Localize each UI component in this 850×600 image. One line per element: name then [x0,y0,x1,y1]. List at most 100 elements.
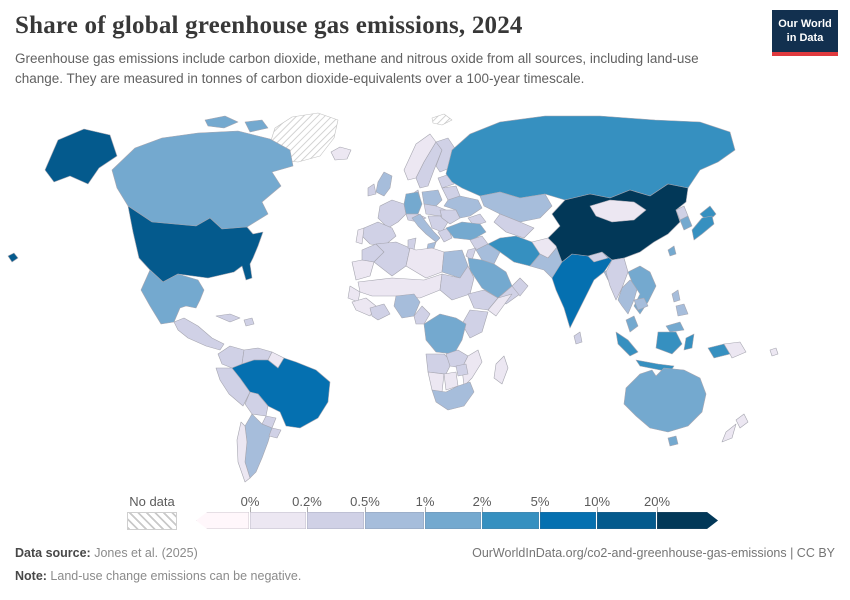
country-indonesia-sulawesi[interactable] [683,333,695,351]
legend-bin-1-2[interactable] [425,512,481,529]
country-chile[interactable] [236,421,251,483]
country-myanmar[interactable] [605,257,629,301]
legend-bin-20-plus[interactable] [657,512,718,529]
data-source: Data source: Jones et al. (2025) [15,546,198,560]
legend-bin-05-1[interactable] [365,512,424,529]
country-spain[interactable] [361,221,397,247]
country-united-states-hawaii[interactable] [7,252,19,263]
legend-bin-negative[interactable] [196,512,249,529]
country-papua-new-guinea[interactable] [723,341,747,359]
citation-link[interactable]: OurWorldInData.org/co2-and-greenhouse-ga… [472,546,835,560]
country-cameroon[interactable] [413,305,431,325]
country-central-america[interactable] [173,317,225,351]
country-indonesia-sumatra[interactable] [615,331,639,357]
country-svalbard[interactable] [431,113,453,126]
country-japan[interactable] [691,215,715,241]
country-sri-lanka[interactable] [573,331,583,345]
country-south-africa[interactable] [431,381,475,411]
country-kazakhstan[interactable] [479,191,553,223]
country-sahel[interactable] [357,273,443,299]
country-iraq[interactable] [475,243,501,265]
country-cambodia[interactable] [633,297,649,311]
country-philippines-mindanao[interactable] [675,303,689,317]
country-australia[interactable] [623,367,707,433]
country-malaysia[interactable] [625,315,639,333]
country-malaysia-borneo[interactable] [665,321,685,333]
country-indonesia-kalimantan[interactable] [655,331,683,355]
country-italy-sicily[interactable] [426,241,437,250]
legend-bin-02-05[interactable] [307,512,364,529]
country-mexico[interactable] [140,269,205,325]
country-germany[interactable] [403,191,423,215]
country-united-states-alaska[interactable] [44,128,118,185]
country-united-kingdom[interactable] [375,171,393,197]
country-uruguay[interactable] [268,427,282,439]
country-poland[interactable] [421,189,443,207]
legend-tick-10: 10% [583,494,611,509]
country-taiwan[interactable] [667,245,677,257]
legend-tick-1: 1% [415,494,435,509]
country-russia[interactable] [445,115,736,201]
country-kenya-tanzania[interactable] [461,309,489,339]
legend-bin-0-02[interactable] [250,512,306,529]
note-label: Note: [15,569,47,583]
owid-logo-line2: in Data [786,32,824,45]
legend-no-data-swatch[interactable] [127,512,177,530]
country-romania[interactable] [439,209,461,225]
legend-tickmark-0 [250,507,251,512]
country-sudan[interactable] [439,265,475,301]
country-oman[interactable] [511,277,529,297]
country-angola[interactable] [425,353,453,375]
country-namibia[interactable] [427,371,445,393]
country-cuba[interactable] [215,313,241,323]
country-vietnam[interactable] [627,265,657,315]
legend-bin-5-10[interactable] [540,512,596,529]
country-mongolia[interactable] [589,199,647,223]
country-balkans[interactable] [427,215,449,233]
footer-note: Note: Land-use change emissions can be n… [15,569,301,583]
country-libya[interactable] [405,247,445,279]
country-canada-arctic-1[interactable] [204,115,239,129]
country-tunisia[interactable] [407,237,417,251]
country-canada-arctic-2[interactable] [244,119,269,133]
footer: Data source: Jones et al. (2025) OurWorl… [15,546,835,560]
country-iceland[interactable] [330,146,352,161]
country-algeria[interactable] [373,241,411,277]
page-subtitle: Greenhouse gas emissions include carbon … [15,51,699,87]
note-value: Land-use change emissions can be negativ… [46,569,302,583]
country-france[interactable] [377,199,407,229]
legend-tick-20: 20% [643,494,671,509]
country-new-zealand-south[interactable] [721,423,737,443]
country-philippines-luzon[interactable] [671,289,681,303]
owid-logo-text: Our World in Data [772,10,838,52]
country-portugal[interactable] [355,227,365,245]
country-senegal[interactable] [347,285,361,303]
world-map [7,112,779,483]
legend-tick-0: 0% [240,494,260,509]
country-hispaniola[interactable] [243,317,255,327]
legend-tickmark-02 [307,507,308,512]
country-ireland[interactable] [367,183,377,197]
legend-bin-2-5[interactable] [482,512,539,529]
country-australia-tasmania[interactable] [667,435,679,447]
country-zimbabwe[interactable] [455,363,469,377]
country-turkey[interactable] [445,221,487,241]
country-italy[interactable] [411,213,441,243]
country-somalia[interactable] [487,293,513,317]
country-india[interactable] [551,251,613,329]
country-ukraine[interactable] [443,195,483,219]
country-china[interactable] [547,183,689,263]
country-pacific-islands[interactable] [769,347,779,357]
legend-tick-2: 2% [472,494,492,509]
country-new-zealand-north[interactable] [735,413,749,429]
country-ghana-ivory-coast[interactable] [369,303,391,321]
country-western-sahara[interactable] [351,259,375,281]
owid-logo[interactable]: Our World in Data [772,10,838,56]
country-madagascar[interactable] [493,355,509,385]
country-south-korea[interactable] [679,215,693,231]
country-central-asia[interactable] [493,213,535,239]
country-dr-congo[interactable] [423,313,467,355]
legend-bin-10-20[interactable] [597,512,656,529]
data-source-label: Data source: [15,546,91,560]
